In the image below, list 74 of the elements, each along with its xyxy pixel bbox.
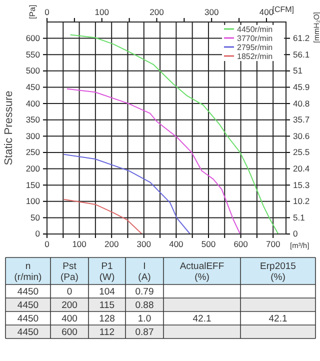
x-tick-label: 0 [44, 239, 50, 250]
y-tick-label: 200 [26, 163, 40, 174]
x2-tick-label: 400 [259, 7, 274, 17]
x2-axis-title: [CFM] [272, 5, 294, 14]
y-tick-label: 500 [26, 66, 40, 76]
text: 128 [99, 314, 115, 324]
y2-tick-label: 51 [293, 66, 303, 76]
line-series [70, 34, 279, 234]
x-tick-label: 200 [104, 239, 119, 250]
y2-tick-label: 10.2 [293, 196, 310, 206]
y2-tick-label: 45.9 [293, 82, 310, 92]
text: n (r/min) [14, 261, 42, 283]
y-tick-label: 300 [26, 130, 40, 141]
text: 4450 [17, 327, 39, 338]
text: [Pa] [28, 4, 37, 19]
x-tick-label: 100 [72, 239, 87, 250]
y-axis-title: Static Pressure [3, 90, 15, 166]
y-tick-label: 50 [30, 212, 40, 222]
y2-tick-label: 30.6 [293, 130, 310, 141]
text: 4450 [17, 314, 39, 324]
text: 0 [66, 286, 72, 298]
y-tick-label: 150 [26, 180, 40, 190]
text: ActualEFF (%) [180, 261, 224, 283]
text: 0.87 [135, 327, 154, 338]
y2-tick-label: 40.8 [293, 98, 310, 108]
y-tick-label: 400 [26, 98, 40, 108]
line-series [66, 88, 241, 234]
x-tick-label: 700 [266, 239, 280, 250]
text: 4450 [17, 286, 39, 298]
x-tick-label: 600 [234, 239, 248, 250]
x-tick-label: 400 [169, 239, 184, 250]
y-tick-label: 600 [26, 33, 40, 44]
text: 112 [99, 327, 115, 338]
y2-tick-label: 15.3 [293, 180, 310, 190]
y2-tick-label: 5.1 [293, 212, 306, 222]
text: 4450 [17, 300, 39, 311]
y-tick-label: 550 [26, 49, 40, 60]
text: 42.1 [192, 314, 212, 324]
y2-tick-label: 25.5 [293, 147, 310, 158]
text: 600 [62, 327, 78, 338]
text: I (A) [138, 261, 151, 283]
text: 1.0 [138, 314, 152, 324]
x2-tick-label: 200 [150, 7, 164, 17]
text: 200 [62, 300, 78, 311]
y2-tick-label: 0 [293, 228, 298, 239]
text: 0.88 [135, 300, 154, 311]
y-tick-label: 350 [26, 114, 40, 125]
y2-tick-label: 61.2 [293, 33, 310, 44]
y2-tick-label: 35.7 [293, 114, 310, 125]
text: 42.1 [268, 314, 288, 324]
line-series [63, 198, 142, 234]
text: P1 (W) [99, 261, 115, 283]
y2-tick-label: 20.4 [293, 163, 310, 174]
x2-tick-label: 100 [94, 7, 110, 17]
text: Pst (Pa) [60, 261, 78, 283]
y2-tick-label: 56.1 [293, 49, 310, 60]
text: 0.79 [135, 286, 154, 298]
text: 400 [62, 314, 78, 324]
legend-label: 4450r/min [237, 25, 273, 34]
y-tick-label: 0 [35, 228, 40, 239]
line-series [63, 154, 191, 234]
x-tick-label: 300 [136, 239, 152, 250]
x2-tick-label: 300 [204, 7, 219, 17]
legend-label: 1852r/min [237, 52, 273, 61]
y-tick-label: 100 [26, 196, 40, 206]
legend-label: 3770r/min [237, 34, 273, 43]
y-tick-label: 450 [26, 82, 40, 92]
x-tick-label: 500 [201, 239, 216, 250]
y-tick-label: 250 [26, 147, 40, 158]
x2-tick-label: 0 [44, 7, 50, 17]
legend-label: 2795r/min [237, 43, 273, 52]
text: 104 [99, 286, 115, 298]
text: 115 [99, 300, 115, 311]
text: Erp2015 (%) [260, 261, 296, 283]
